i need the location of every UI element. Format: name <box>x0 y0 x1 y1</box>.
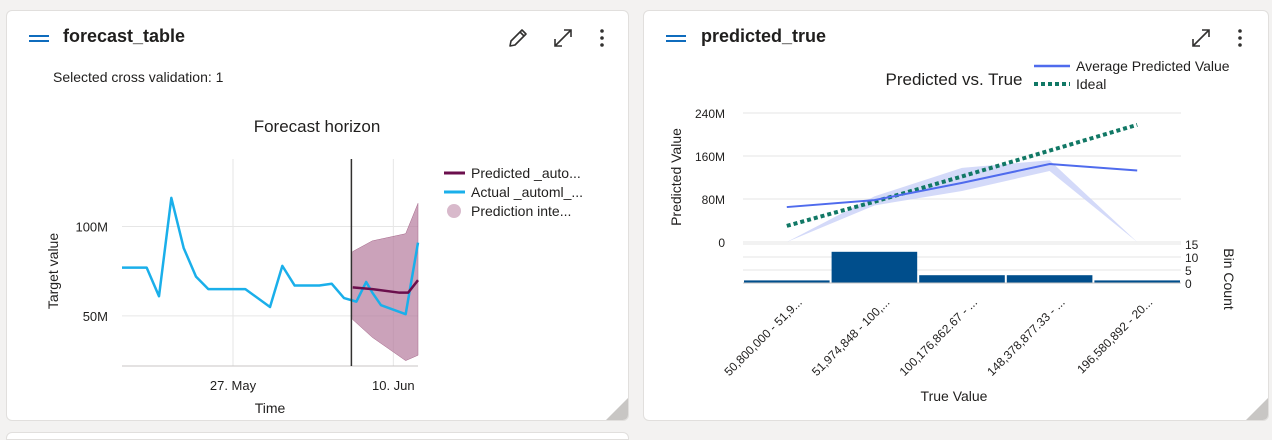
chart-legend: Average Predicted Value Ideal <box>1034 58 1230 92</box>
bin-bar <box>1094 280 1180 283</box>
x-tick-label: 27. May <box>210 378 257 393</box>
legend-item-actual[interactable]: Actual _automl_... <box>471 184 583 200</box>
chart-legend: Predicted _auto... Actual _automl_... Pr… <box>444 165 583 219</box>
predicted-true-card: predicted_true Predicted vs. True Averag… <box>643 10 1269 421</box>
confidence-band <box>786 160 1138 242</box>
average-predicted-series-line <box>786 163 1138 209</box>
bin-tick-label: 5 <box>1185 264 1192 278</box>
bin-bar <box>831 251 918 283</box>
forecast-table-card: forecast_table Selected cross validation… <box>6 10 629 421</box>
legend-item-predicted[interactable]: Predicted _auto... <box>471 165 581 181</box>
more-vertical-icon[interactable] <box>1228 26 1252 50</box>
y-tick-label: 50M <box>83 309 108 324</box>
bin-tick-label: 15 <box>1185 238 1199 252</box>
bin-tick-label: 10 <box>1185 251 1199 265</box>
resize-handle[interactable] <box>606 398 628 420</box>
x-tick-label: 51,974,848 - 100,... <box>809 295 893 379</box>
expand-arrows-icon[interactable] <box>1189 26 1213 50</box>
x-tick-label: 100,176,862.67 - ... <box>897 295 981 379</box>
bin-tick-label: 0 <box>1185 277 1192 291</box>
drag-handle-icon[interactable] <box>29 35 49 42</box>
drag-handle-icon[interactable] <box>666 35 686 42</box>
x-axis-label: Time <box>255 400 286 416</box>
y-tick-label: 240M <box>695 107 725 121</box>
legend-swatch-interval <box>447 204 461 218</box>
legend-item-interval[interactable]: Prediction inte... <box>471 203 571 219</box>
prediction-interval-band <box>352 203 419 361</box>
next-card-edge <box>6 432 629 440</box>
y-tick-label: 100M <box>75 220 108 235</box>
bin-bar <box>919 275 1005 283</box>
x-tick-label: 50,800,000 - 51,9... <box>721 295 805 379</box>
more-vertical-icon[interactable] <box>590 26 614 50</box>
chart-title: Forecast horizon <box>254 117 381 136</box>
x-tick-label: 196,580,892 - 20... <box>1074 295 1155 376</box>
y-tick-label: 80M <box>702 193 725 207</box>
ideal-series-line <box>786 122 1138 228</box>
y-axis-label: Predicted Value <box>668 128 684 226</box>
bin-bar <box>1006 275 1093 283</box>
actual-series-line <box>122 196 420 316</box>
predicted-vs-true-chart: Predicted vs. True Average Predicted Val… <box>668 58 1237 404</box>
y-tick-label: 160M <box>695 150 725 164</box>
expand-arrows-icon[interactable] <box>551 26 575 50</box>
card-title: predicted_true <box>701 26 827 46</box>
chart-title: Predicted vs. True <box>885 70 1022 89</box>
x-axis-label: True Value <box>921 388 988 404</box>
resize-handle[interactable] <box>1246 398 1268 420</box>
y-tick-label: 0 <box>718 236 725 250</box>
legend-item-ideal[interactable]: Ideal <box>1076 76 1106 92</box>
cross-validation-label: Selected cross validation: 1 <box>53 69 224 85</box>
y-axis-label: Target value <box>45 233 61 309</box>
x-tick-label: 148,378,877.33 - ... <box>984 295 1068 379</box>
bin-count-label: Bin Count <box>1221 248 1237 310</box>
pencil-edit-icon[interactable] <box>506 26 530 50</box>
forecast-horizon-chart: Forecast horizon 50M 100M 27. May 10. Jun T… <box>45 117 583 416</box>
x-tick-label: 10. Jun <box>372 378 415 393</box>
card-title: forecast_table <box>63 26 186 46</box>
predicted-series-line <box>352 279 419 294</box>
bin-bar <box>744 280 830 283</box>
legend-item-average[interactable]: Average Predicted Value <box>1076 58 1230 74</box>
